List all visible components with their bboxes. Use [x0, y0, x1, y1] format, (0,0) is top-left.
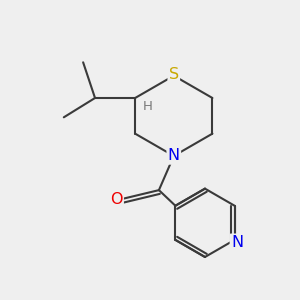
Text: O: O — [110, 191, 123, 206]
Text: H: H — [143, 100, 153, 113]
Text: N: N — [231, 235, 243, 250]
Text: N: N — [168, 148, 180, 164]
Text: S: S — [169, 67, 179, 82]
